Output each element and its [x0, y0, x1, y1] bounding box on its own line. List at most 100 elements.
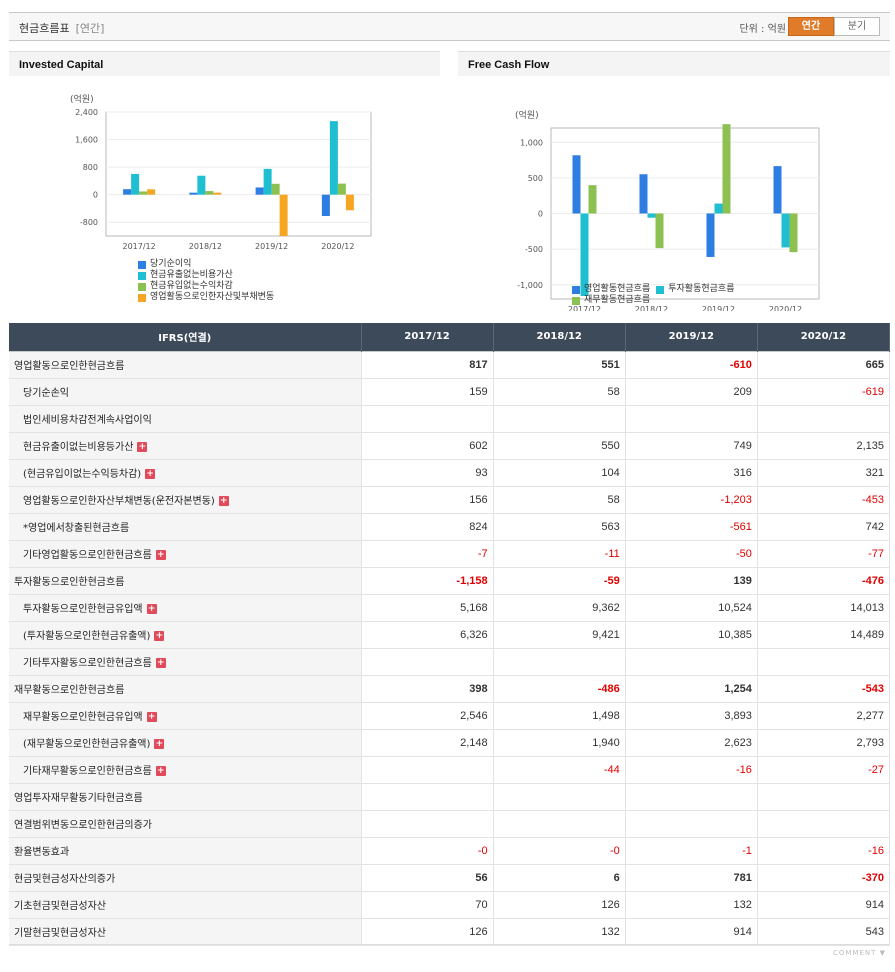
- cash-flow-table: IFRS(연결) 2017/12 2018/12 2019/12 2020/12 영업활…: [9, 323, 891, 946]
- x-tick-label: 2019/12: [255, 242, 288, 251]
- table-row: 재무활동으로인한현금흐름 398 -486 1,254 -543: [9, 674, 891, 703]
- bar: [572, 155, 581, 214]
- cell-value: 56: [361, 863, 494, 892]
- x-tick-label: 2017/12: [123, 242, 156, 251]
- legend-item: 영업활동으로인한자산및부채변동: [138, 292, 274, 303]
- expand-icon[interactable]: +: [155, 658, 166, 668]
- cell-value: [757, 809, 891, 838]
- cell-value: -77: [757, 540, 891, 568]
- free-cash-flow-chart: (억원) -1,000 -500 0 500 1,000 2017/12 2018/12 201…: [515, 109, 820, 311]
- expand-icon[interactable]: +: [154, 739, 165, 749]
- x-tick-label: 2018/12: [635, 305, 668, 311]
- cell-value: -50: [625, 540, 758, 568]
- table-row: 기타재무활동으로인한현금흐름 + -44 -16 -27: [9, 756, 891, 784]
- cell-value: 58: [493, 486, 626, 514]
- cell-value: -370: [757, 863, 891, 892]
- header-period: 2017/12: [361, 323, 494, 351]
- cell-value: -1: [625, 836, 758, 865]
- cell-value: 126: [493, 890, 626, 919]
- row-label: 현금유출이없는비용등가산 +: [9, 432, 362, 460]
- legend-item: 영업활동현금흐름: [572, 284, 650, 295]
- row-label: 투자활동으로인한현금유입액 +: [9, 594, 362, 622]
- expand-icon[interactable]: +: [154, 631, 165, 641]
- bar: [321, 194, 330, 216]
- cell-value: 2,623: [625, 729, 758, 757]
- y-tick-label: 500: [528, 174, 543, 183]
- table-row: 현금및현금성자산의증가 56 6 781 -370: [9, 863, 891, 892]
- expand-icon[interactable]: +: [155, 550, 166, 560]
- y-tick-label: -500: [525, 245, 543, 254]
- cell-value: -610: [625, 350, 758, 379]
- free-cash-flow-panel: Free Cash Flow (억원) -1,000 -500 0 500 1,000 20…: [458, 51, 890, 311]
- bar: [337, 183, 346, 195]
- y-tick-label: 1,600: [75, 136, 98, 145]
- legend-swatch: [138, 293, 146, 302]
- cell-value: [361, 756, 494, 784]
- cell-value: 2,793: [757, 729, 891, 757]
- row-label: 기타영업활동으로인한현금흐름 +: [9, 540, 362, 568]
- table-row: *영업에서창출된현금흐름 824 563 -561 742: [9, 513, 891, 541]
- bar: [123, 189, 132, 195]
- section-title: 현금흐름표 [연간]: [19, 22, 105, 35]
- row-label: 당기순손익: [9, 378, 362, 406]
- y-tick-label: 2,400: [75, 108, 98, 117]
- cell-value: -27: [757, 756, 891, 784]
- table-row: 기말현금및현금성자산 126 132 914 543: [9, 917, 891, 946]
- tab-annual[interactable]: 연간: [788, 17, 834, 36]
- legend-label: 당기순이익: [150, 259, 192, 269]
- table-row: 법인세비용차감전계속사업이익: [9, 405, 891, 433]
- period-label: [연간]: [75, 22, 105, 35]
- row-label: 영업활동으로인한자산부채변동(운전자본변동) +: [9, 486, 362, 514]
- cell-value: 132: [493, 917, 626, 946]
- tab-quarter[interactable]: 분기: [834, 17, 880, 36]
- cell-value: -11: [493, 540, 626, 568]
- legend-label: 투자활동현금흐름: [668, 284, 735, 294]
- cell-value: -1,203: [625, 486, 758, 514]
- cell-value: [757, 405, 891, 433]
- expand-icon[interactable]: +: [218, 496, 229, 506]
- expand-icon[interactable]: +: [155, 766, 166, 776]
- cell-value: 742: [757, 513, 891, 541]
- y-tick-label: -1,000: [517, 281, 543, 290]
- cell-value: [493, 809, 626, 838]
- free-cash-flow-title: Free Cash Flow: [458, 51, 890, 76]
- cell-value: 93: [361, 459, 494, 487]
- cell-value: [757, 782, 891, 811]
- row-label: 연결범위변동으로인한현금의증가: [9, 809, 362, 838]
- row-label: *영업에서창출된현금흐름: [9, 513, 362, 541]
- cell-value: [361, 648, 494, 676]
- cell-value: 665: [757, 350, 891, 379]
- table-row: 영업활동으로인한현금흐름 817 551 -610 665: [9, 350, 891, 379]
- legend-label: 현금유출없는비용가산: [150, 270, 233, 280]
- legend-item: 재무활동현금흐름: [572, 295, 650, 306]
- legend-swatch: [656, 285, 665, 294]
- cell-value: 2,135: [757, 432, 891, 460]
- row-label: 기초현금및현금성자산: [9, 890, 362, 919]
- expand-icon[interactable]: +: [146, 712, 157, 722]
- header-period: 2020/12: [757, 323, 891, 351]
- cell-value: [625, 782, 758, 811]
- legend-swatch: [138, 282, 146, 291]
- cell-value: [625, 405, 758, 433]
- bar: [706, 213, 715, 257]
- x-tick-label: 2020/12: [321, 242, 354, 251]
- expand-icon[interactable]: +: [145, 469, 156, 479]
- cell-value: -7: [361, 540, 494, 568]
- expand-icon[interactable]: +: [146, 604, 157, 614]
- cell-value: 132: [625, 890, 758, 919]
- cell-value: 6,326: [361, 621, 494, 649]
- header-label: IFRS(연결): [9, 323, 362, 351]
- legend-item: 당기순이익: [138, 259, 274, 270]
- table-row: (투자활동으로인한현금유출액) +6,326 9,421 10,385 14,489: [9, 621, 891, 649]
- expand-icon[interactable]: +: [137, 442, 148, 452]
- comment-toggle[interactable]: COMMENT ▼: [832, 949, 886, 957]
- cell-value: 781: [625, 863, 758, 892]
- cell-value: 58: [493, 378, 626, 406]
- row-label: (현금유입이없는수익등차감) +: [9, 459, 362, 487]
- row-label: 영업투자재무활동기타현금흐름: [9, 782, 362, 811]
- cell-value: 209: [625, 378, 758, 406]
- legend-swatch: [138, 260, 146, 269]
- row-label: 투자활동으로인한현금흐름: [9, 566, 362, 595]
- cell-value: 9,421: [493, 621, 626, 649]
- cell-value: 159: [361, 378, 494, 406]
